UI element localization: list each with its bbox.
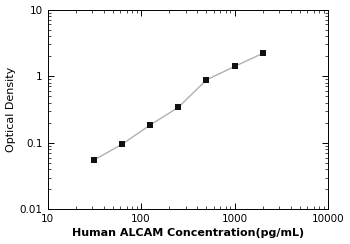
Point (91, 158, 97, 162)
Point (175, 105, 181, 109)
Point (204, 78, 209, 82)
Point (232, 64, 237, 68)
Point (119, 142, 125, 146)
Y-axis label: Optical Density: Optical Density (6, 67, 15, 152)
Point (147, 123, 153, 127)
Point (260, 51, 266, 55)
X-axis label: Human ALCAM Concentration(pg/mL): Human ALCAM Concentration(pg/mL) (72, 228, 304, 238)
